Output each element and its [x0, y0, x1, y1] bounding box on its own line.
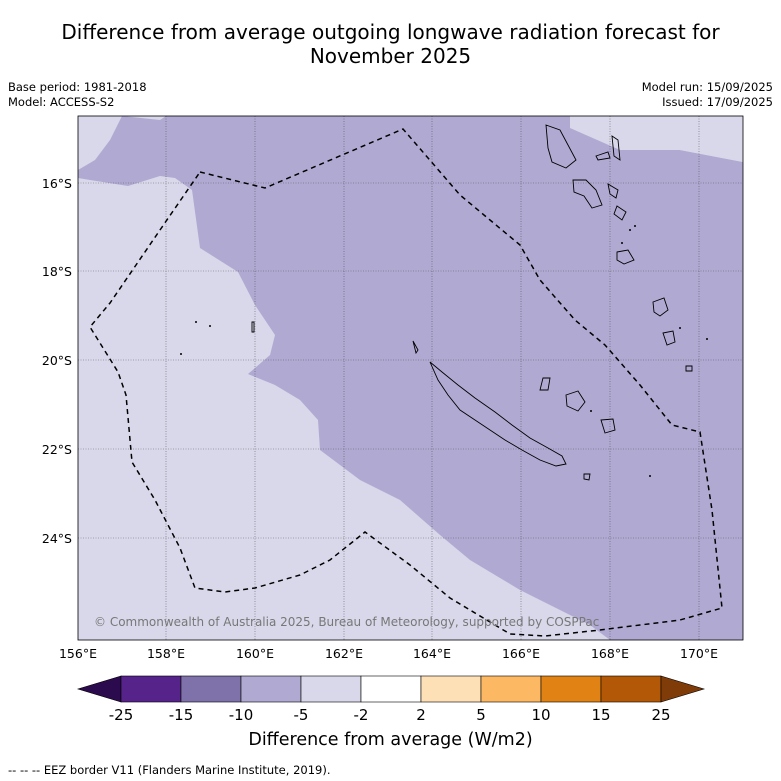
islet-1: [679, 327, 681, 329]
islet-9: [209, 325, 211, 327]
colorbar-tick-label: 2: [416, 706, 426, 724]
map-credit: © Commonwealth of Australia 2025, Bureau…: [94, 615, 599, 629]
lon-label-168: 168°E: [591, 646, 629, 661]
colorbar-tick-label: 5: [476, 706, 486, 724]
chesterfield-islands: [251, 321, 255, 333]
chart-title: Difference from average outgoing longwav…: [0, 20, 781, 68]
colorbar-box: [480, 675, 542, 703]
title-line-2: November 2025: [309, 44, 472, 68]
colorbar-box: [240, 675, 302, 703]
loyalty-lifou: [565, 390, 586, 412]
colorbar-box: [540, 675, 602, 703]
vanuatu-efate: [616, 249, 635, 265]
vanuatu-espiritu-santo: [545, 124, 577, 169]
lat-label-16: 16°S: [42, 176, 72, 191]
lat-label-20: 20°S: [42, 353, 72, 368]
colorbar-extend-high: [660, 675, 706, 703]
map-frame: [77, 115, 744, 641]
belep-islands: [412, 340, 419, 355]
colorbar-box: [360, 675, 422, 703]
lon-label-156: 156°E: [59, 646, 97, 661]
lon-label-160: 160°E: [236, 646, 274, 661]
vanuatu-erromango: [652, 297, 669, 317]
anomaly-band-light-ne: [570, 116, 743, 162]
colorbar-tick-label: -10: [229, 706, 254, 724]
colorbar-tick-label: -5: [294, 706, 309, 724]
lat-label-24: 24°S: [42, 531, 72, 546]
vanuatu-ambae: [595, 151, 611, 161]
eez-border: [89, 128, 723, 637]
lat-label-22: 22°S: [42, 442, 72, 457]
islet-3: [649, 475, 651, 477]
model-name: Model: ACCESS-S2: [8, 95, 115, 109]
meta-left: Base period: 1981-2018 Model: ACCESS-S2: [8, 80, 147, 110]
colorbar-box: [600, 675, 662, 703]
lon-label-166: 166°E: [502, 646, 540, 661]
lon-label-164: 164°E: [413, 646, 451, 661]
eez-footnote: -- -- -- EEZ border V11 (Flanders Marine…: [8, 763, 331, 777]
colorbar-box: [120, 675, 182, 703]
islet-10: [180, 353, 182, 355]
colorbar-tick-label: 25: [651, 706, 670, 724]
vanuatu-epi: [613, 205, 627, 221]
meta-right: Model run: 15/09/2025 Issued: 17/09/2025: [642, 80, 773, 110]
colorbar-tick-label: -2: [354, 706, 369, 724]
new-caledonia-main: [429, 361, 567, 467]
islet-5: [629, 229, 631, 231]
colorbar-extend-low: [76, 675, 122, 703]
colorbar-tick-label: 15: [591, 706, 610, 724]
title-line-1: Difference from average outgoing longwav…: [61, 20, 720, 44]
lon-label-158: 158°E: [147, 646, 185, 661]
colorbar-tick-label: -15: [169, 706, 194, 724]
vanuatu-aneityum: [685, 365, 693, 372]
colorbar-box: [300, 675, 362, 703]
vanuatu-maewo: [611, 135, 621, 161]
islet-2: [706, 338, 708, 340]
anomaly-band-dark: [78, 116, 743, 640]
islet-6: [634, 225, 636, 227]
isle-of-pines: [583, 473, 591, 481]
islet-4: [590, 410, 592, 412]
loyalty-ouvea: [539, 377, 551, 391]
colorbar-label: Difference from average (W/m2): [248, 730, 533, 750]
base-period: Base period: 1981-2018: [8, 80, 147, 94]
colorbar-box: [180, 675, 242, 703]
colorbar-tick-label: 10: [531, 706, 550, 724]
vanuatu-tanna: [662, 330, 676, 346]
colorbar-box: [420, 675, 482, 703]
gridlines: [78, 116, 743, 640]
lon-label-162: 162°E: [325, 646, 363, 661]
loyalty-mare: [600, 418, 616, 434]
colorbar: -25 -15 -10 -5 -2 2 5 10 15 25: [76, 675, 706, 724]
islet-8: [195, 321, 197, 323]
islet-7: [621, 242, 623, 244]
lat-label-18: 18°S: [42, 264, 72, 279]
lon-label-170: 170°E: [680, 646, 718, 661]
vanuatu-malakula: [572, 179, 603, 209]
model-run: Model run: 15/09/2025: [641, 80, 773, 94]
vanuatu-pentecost: [607, 183, 619, 199]
issued-date: Issued: 17/09/2025: [662, 95, 773, 109]
colorbar-tick-label: -25: [109, 706, 134, 724]
